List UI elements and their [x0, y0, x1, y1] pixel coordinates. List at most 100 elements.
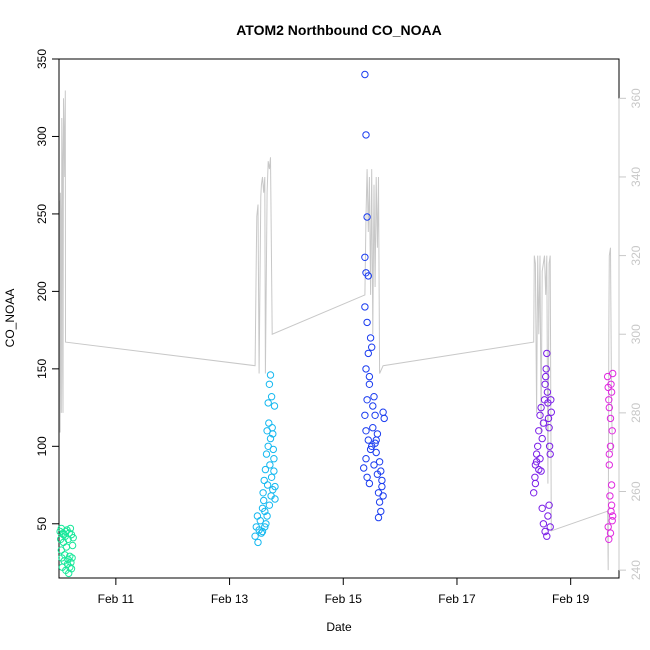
- plot-frame: [58, 58, 620, 579]
- data-point: [269, 430, 277, 438]
- x-axis: Feb 11 Feb 13 Feb 15 Feb 17 Feb 19: [98, 577, 590, 606]
- data-point: [547, 396, 555, 404]
- data-point: [362, 427, 370, 435]
- data-point: [257, 529, 266, 537]
- y2-tick-label: 240: [629, 560, 643, 580]
- data-point: [266, 461, 274, 469]
- data-point: [68, 541, 77, 550]
- data-point: [363, 396, 371, 404]
- data-point: [378, 482, 386, 491]
- data-point: [535, 427, 543, 435]
- data-point: [541, 527, 549, 536]
- y-tick-label: 250: [35, 204, 49, 224]
- data-point: [543, 532, 551, 540]
- data-point: [270, 402, 279, 410]
- data-point: [544, 512, 552, 520]
- data-point: [62, 527, 70, 536]
- data-point: [542, 365, 550, 373]
- y-tick-label: 100: [35, 436, 49, 456]
- y2-tick-label: 260: [629, 481, 643, 501]
- data-point: [261, 523, 269, 531]
- data-point: [363, 318, 371, 327]
- y-tick-label: 300: [35, 126, 49, 146]
- altitude-line: [58, 90, 614, 571]
- data-point: [271, 482, 279, 491]
- data-point: [265, 419, 273, 427]
- data-point: [538, 434, 546, 443]
- data-point: [258, 527, 267, 536]
- data-point: [537, 467, 545, 475]
- x-tick-label: Feb 17: [438, 592, 476, 606]
- data-point: [369, 424, 377, 432]
- data-point: [543, 388, 552, 396]
- data-point: [538, 504, 546, 512]
- data-point: [605, 461, 613, 469]
- series-4: [530, 349, 555, 540]
- data-point: [361, 411, 369, 419]
- data-point: [362, 365, 370, 373]
- data-point: [545, 424, 553, 432]
- x-axis-label: Date: [326, 620, 352, 634]
- y-tick-label: 350: [35, 49, 49, 69]
- data-point: [536, 455, 544, 463]
- data-point: [607, 380, 615, 388]
- data-point: [368, 343, 376, 351]
- data-point: [369, 402, 377, 410]
- data-point: [605, 535, 613, 543]
- y2-tick-label: 360: [629, 88, 643, 108]
- data-point: [66, 552, 74, 560]
- data-point: [372, 436, 380, 444]
- data-point: [364, 436, 372, 444]
- data-point: [608, 427, 616, 435]
- data-point: [531, 479, 540, 488]
- data-point: [269, 445, 277, 454]
- data-point: [259, 489, 267, 497]
- data-point: [260, 496, 268, 505]
- series-3: [360, 70, 388, 522]
- series-1: [56, 524, 77, 578]
- data-point: [362, 455, 370, 463]
- y2-tick-label: 280: [629, 403, 643, 423]
- data-point: [531, 473, 539, 481]
- data-point: [607, 501, 616, 509]
- data-point: [253, 512, 262, 520]
- data-point: [371, 439, 379, 447]
- data-point: [271, 495, 279, 503]
- data-point: [370, 461, 378, 469]
- data-point: [606, 492, 614, 500]
- data-point: [532, 450, 541, 458]
- data-point: [605, 396, 613, 404]
- data-point: [62, 543, 71, 551]
- data-point: [380, 414, 388, 423]
- data-point: [266, 371, 275, 379]
- data-point: [68, 554, 76, 562]
- data-point: [609, 369, 617, 378]
- data-point: [546, 523, 554, 531]
- data-point: [254, 538, 262, 547]
- data-point: [379, 408, 387, 416]
- data-point: [263, 481, 272, 489]
- data-point: [541, 380, 549, 388]
- data-point: [264, 399, 272, 407]
- data-point: [270, 467, 278, 475]
- data-point: [370, 393, 378, 401]
- data-point: [543, 349, 551, 358]
- data-point: [547, 408, 555, 416]
- y-axis: 50 100 150 200 250 300 350: [35, 49, 60, 530]
- data-point: [363, 473, 371, 481]
- data-point: [374, 513, 383, 522]
- data-point: [374, 489, 383, 497]
- data-point: [375, 458, 384, 466]
- data-point: [536, 411, 544, 419]
- data-point: [365, 479, 374, 488]
- data-point: [266, 434, 275, 443]
- data-point: [373, 430, 382, 438]
- data-point: [360, 464, 368, 472]
- data-point: [365, 372, 374, 381]
- data-point: [609, 512, 617, 520]
- data-point: [605, 403, 613, 412]
- data-point: [263, 512, 271, 520]
- series-5: [603, 369, 617, 543]
- data-point: [270, 455, 278, 463]
